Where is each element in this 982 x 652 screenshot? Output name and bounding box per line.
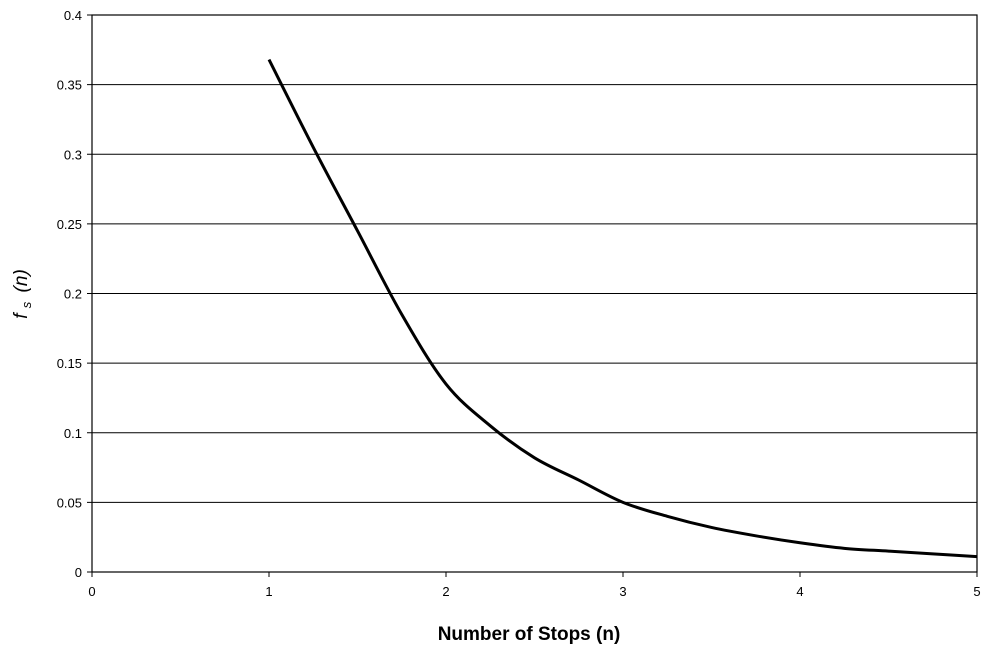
y-tick-label: 0.1 [64, 426, 82, 441]
y-tick-label: 0.25 [57, 217, 82, 232]
x-tick-label: 1 [265, 584, 272, 599]
x-tick-label: 5 [973, 584, 980, 599]
grid-layer [92, 14, 977, 503]
y-tick-label: 0 [75, 565, 82, 580]
y-axis-title-subscript: s [19, 301, 34, 308]
series-layer [267, 58, 978, 559]
y-tick-label: 0.2 [64, 287, 82, 302]
series-line-0 [267, 58, 978, 559]
y-tick-label: 0.4 [64, 8, 82, 23]
y-axis-title: f s (n) [11, 269, 36, 319]
y-axis-title-suffix: (n) [11, 269, 32, 292]
y-tick-label: 0.15 [57, 356, 82, 371]
y-tick-label: 0.3 [64, 147, 82, 162]
x-axis-title: Number of Stops (n) [438, 624, 621, 645]
y-axis-title-main: f [11, 312, 32, 319]
x-tick-label: 2 [442, 584, 449, 599]
x-tick-label: 4 [796, 584, 803, 599]
x-tick-label: 3 [619, 584, 626, 599]
y-tick-label: 0.05 [57, 495, 82, 510]
y-tick-label: 0.35 [57, 78, 82, 93]
tick-layer: 0 0.05 0.1 0.15 0.2 0.25 0.3 0.35 0.4 0 1 2 3 4 5 [57, 8, 981, 599]
x-tick-label: 0 [88, 584, 95, 599]
